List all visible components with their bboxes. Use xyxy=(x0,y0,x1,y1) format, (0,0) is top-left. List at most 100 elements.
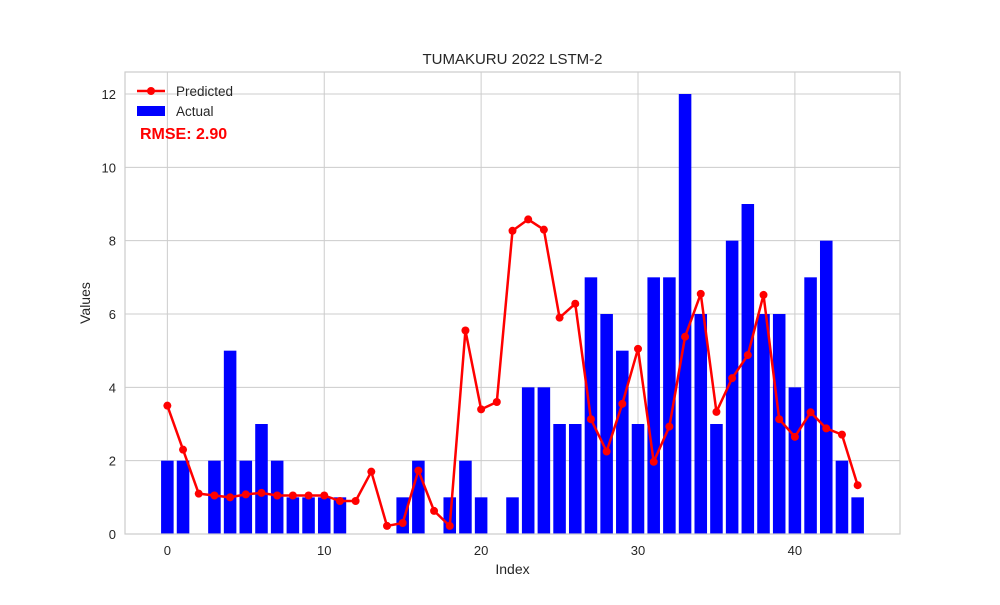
predicted-point xyxy=(775,415,784,424)
predicted-point xyxy=(681,332,690,341)
actual-bar xyxy=(631,424,645,534)
actual-bar xyxy=(851,497,864,534)
actual-bar xyxy=(616,350,629,534)
predicted-point xyxy=(571,299,580,308)
actual-bar xyxy=(678,94,692,534)
predicted-point xyxy=(367,467,376,476)
predicted-point xyxy=(304,491,313,500)
actual-bar xyxy=(223,350,237,534)
predicted-point xyxy=(226,493,235,502)
actual-bar xyxy=(553,424,566,534)
actual-bar xyxy=(506,497,519,534)
predicted-point xyxy=(194,489,203,498)
predicted-point xyxy=(163,401,172,410)
actual-bar xyxy=(474,497,488,534)
tick-labels: 0 10 20 30 40 0 2 4 6 8 10 12 xyxy=(102,87,803,558)
predicted-point xyxy=(743,351,752,360)
actual-bar xyxy=(161,460,174,534)
predicted-point xyxy=(759,290,768,299)
predicted-point xyxy=(602,447,611,456)
actual-bar xyxy=(788,387,802,534)
predicted-point xyxy=(790,432,799,441)
x-tick-label: 10 xyxy=(317,543,331,558)
y-axis-label: Values xyxy=(77,282,93,324)
actual-bar xyxy=(286,497,300,534)
x-tick-label: 0 xyxy=(164,543,171,558)
actual-bar xyxy=(725,240,739,534)
actual-bar xyxy=(835,460,849,534)
predicted-point xyxy=(586,415,595,424)
actual-bar xyxy=(568,424,582,534)
actual-bar xyxy=(741,204,755,534)
y-tick-label: 2 xyxy=(109,454,116,469)
plot-area xyxy=(125,72,900,534)
predicted-point xyxy=(634,344,643,353)
predicted-point xyxy=(430,506,439,515)
predicted-point xyxy=(853,481,862,490)
actual-bar xyxy=(600,314,613,534)
actual-bar xyxy=(584,277,598,534)
predicted-point xyxy=(273,491,282,500)
actual-bar xyxy=(772,314,786,534)
actual-bar xyxy=(176,460,190,534)
actual-bar xyxy=(757,314,770,534)
x-axis-label: Index xyxy=(495,561,529,577)
predicted-point xyxy=(712,407,721,416)
legend-actual-swatch xyxy=(137,106,165,116)
plot-frame xyxy=(124,71,901,535)
x-tick-label: 20 xyxy=(474,543,488,558)
predicted-point xyxy=(257,488,266,497)
y-tick-label: 0 xyxy=(109,527,116,542)
predicted-point xyxy=(728,374,737,383)
predicted-point xyxy=(555,313,564,322)
predicted-point xyxy=(618,399,627,408)
y-tick-label: 6 xyxy=(109,307,116,322)
predicted-point xyxy=(477,405,486,414)
predicted-point xyxy=(649,457,658,466)
predicted-point xyxy=(288,491,297,500)
actual-bar xyxy=(459,460,472,534)
predicted-point xyxy=(398,519,407,527)
actual-bar xyxy=(804,277,817,534)
predicted-point xyxy=(210,491,219,500)
predicted-point xyxy=(320,491,329,500)
predicted-point xyxy=(837,430,846,439)
predicted-point xyxy=(351,497,360,505)
predicted-point xyxy=(508,226,517,235)
actual-bar xyxy=(302,497,315,534)
predicted-point xyxy=(524,215,533,224)
actual-bars xyxy=(161,94,864,534)
predicted-point xyxy=(382,521,391,530)
actual-bar xyxy=(663,277,676,534)
legend-predicted-marker xyxy=(147,87,155,95)
predicted-point xyxy=(445,521,454,530)
rmse-annotation: RMSE: 2.90 xyxy=(140,126,227,143)
x-tick-label: 30 xyxy=(631,543,645,558)
predicted-point xyxy=(806,408,815,417)
legend: Predicted Actual xyxy=(137,84,233,119)
predicted-point xyxy=(665,422,674,431)
actual-bar xyxy=(710,424,723,534)
actual-bar xyxy=(819,240,833,534)
actual-bar xyxy=(396,497,409,534)
legend-actual-label: Actual xyxy=(176,104,214,119)
predicted-point xyxy=(335,497,344,505)
actual-bar xyxy=(333,497,347,534)
predicted-point xyxy=(539,225,548,234)
y-tick-label: 4 xyxy=(109,380,116,395)
actual-bar xyxy=(694,314,708,534)
predicted-point xyxy=(461,326,470,335)
predicted-point xyxy=(822,424,831,433)
predicted-line xyxy=(163,215,862,530)
y-tick-label: 8 xyxy=(109,234,116,249)
legend-predicted-label: Predicted xyxy=(176,84,233,99)
x-tick-label: 40 xyxy=(788,543,802,558)
predicted-point xyxy=(492,398,501,406)
actual-bar xyxy=(255,424,268,534)
chart-title: TUMAKURU 2022 LSTM-2 xyxy=(422,51,602,68)
actual-bar xyxy=(317,497,331,534)
predicted-point xyxy=(414,466,423,475)
actual-bar xyxy=(647,277,660,534)
